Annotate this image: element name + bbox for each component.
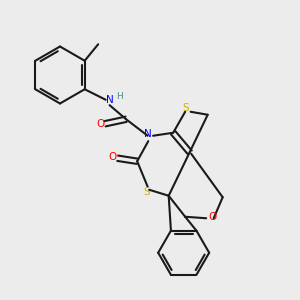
Text: N: N	[106, 95, 113, 105]
Text: N: N	[144, 129, 152, 139]
Text: H: H	[116, 92, 123, 101]
Text: O: O	[208, 212, 216, 222]
Text: O: O	[97, 119, 105, 129]
Text: S: S	[144, 187, 150, 197]
Text: O: O	[109, 152, 117, 162]
Text: S: S	[182, 103, 189, 113]
